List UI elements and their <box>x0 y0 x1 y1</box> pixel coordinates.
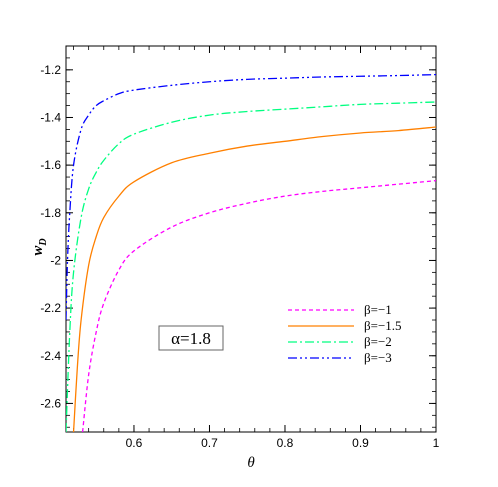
y-tick-label: -1.2 <box>40 63 61 77</box>
annotation-box: α=1.8 <box>158 325 224 351</box>
plot-frame <box>65 45 437 433</box>
y-tick-label: -2.2 <box>40 301 61 315</box>
y-tick-label: -2.6 <box>40 396 61 410</box>
legend-label-2: β=−1.5 <box>364 318 402 333</box>
legend-label-3: β=−2 <box>364 334 392 349</box>
y-axis-label: wD <box>30 238 49 255</box>
x-tick-label: 0.8 <box>277 436 294 450</box>
legend-label-4: β=−3 <box>364 350 392 365</box>
y-axis-label-sub: D <box>38 238 49 246</box>
y-tick-label: -1.8 <box>40 206 61 220</box>
y-tick-label: -1.4 <box>40 110 61 124</box>
series-layer <box>66 73 436 432</box>
legend: β=−1β=−1.5β=−2β=−3 <box>288 302 402 365</box>
x-tick-label: 0.6 <box>126 436 143 450</box>
x-tick-label: 0.7 <box>201 436 218 450</box>
series-line-1 <box>81 179 436 432</box>
y-axis-label-main: w <box>30 245 46 256</box>
x-axis-label: θ <box>247 455 255 471</box>
annotation-text: α=1.8 <box>171 329 211 348</box>
y-tick-label: -2.4 <box>40 349 61 363</box>
y-tick-label: -1.6 <box>40 158 61 172</box>
svg-text:wD: wD <box>30 238 49 255</box>
series-line-4 <box>66 73 436 321</box>
legend-label-1: β=−1 <box>364 302 392 317</box>
y-tick-label: -2 <box>50 253 61 267</box>
series-line-2 <box>72 126 436 432</box>
x-tick-label: 0.9 <box>352 436 369 450</box>
axis-ticks: 0.6 0.7 0.8 0.9 1 -2.6 -2.4 -2.2 -2 -1.8 -1.6 -1.4 -… <box>40 45 440 450</box>
series-line-3 <box>66 101 436 432</box>
x-tick-label: 1 <box>433 436 440 450</box>
